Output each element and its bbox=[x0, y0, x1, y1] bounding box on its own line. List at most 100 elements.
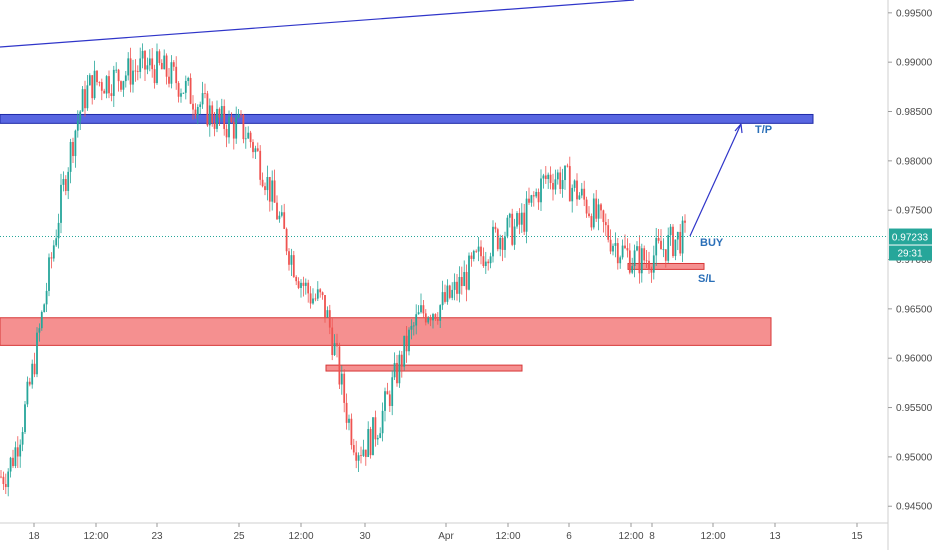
candle-body bbox=[415, 314, 418, 326]
candle-body bbox=[441, 292, 444, 306]
candle-body bbox=[556, 172, 559, 180]
candle-body bbox=[237, 114, 240, 118]
candle-body bbox=[76, 120, 79, 131]
candle-body bbox=[564, 165, 566, 181]
candle-body bbox=[64, 178, 67, 191]
candle-body bbox=[369, 429, 372, 456]
candle-body bbox=[314, 298, 317, 300]
candle-body bbox=[357, 455, 360, 461]
candle-body bbox=[468, 255, 470, 290]
candle-body bbox=[525, 198, 528, 232]
candle-body bbox=[576, 180, 578, 200]
sl-label: S/L bbox=[698, 273, 715, 285]
candle-body bbox=[158, 51, 161, 63]
candle-body bbox=[360, 455, 362, 457]
candle-body bbox=[585, 199, 588, 214]
time-axis[interactable]: 18 12:00 23 25 12:00 30 Apr 12:00 6 12:00 8 12:00 13… bbox=[0, 522, 888, 542]
candle-body bbox=[456, 281, 458, 294]
candle-body bbox=[331, 327, 334, 356]
candle-body bbox=[206, 93, 209, 126]
candle-body bbox=[249, 132, 252, 143]
candle-body bbox=[271, 180, 274, 202]
candle-body bbox=[225, 128, 228, 138]
candle-body bbox=[136, 71, 139, 72]
candle-body bbox=[316, 289, 319, 299]
candle-body bbox=[484, 261, 487, 267]
tp-label: T/P bbox=[755, 124, 772, 136]
candle-body bbox=[384, 391, 386, 411]
candle-body bbox=[604, 222, 607, 226]
candle-body bbox=[302, 282, 305, 286]
candle-body bbox=[48, 257, 50, 291]
candle-body bbox=[568, 166, 571, 202]
candle-body bbox=[482, 256, 485, 267]
candle-body bbox=[208, 105, 211, 126]
candle-body bbox=[448, 285, 451, 298]
candle-body bbox=[148, 58, 151, 66]
y-tick-label: 0.97500 bbox=[896, 206, 932, 217]
low-zone bbox=[325, 364, 523, 372]
candle-body bbox=[127, 58, 130, 76]
drawings bbox=[0, 0, 888, 238]
candle-body bbox=[626, 248, 629, 251]
candle-body bbox=[537, 191, 540, 203]
candle-body bbox=[362, 449, 365, 456]
candle-body bbox=[72, 141, 74, 157]
candle-body bbox=[588, 213, 590, 217]
candle-body bbox=[559, 172, 562, 190]
candle-body bbox=[616, 243, 619, 264]
candle-body bbox=[508, 213, 511, 218]
candle-body bbox=[290, 255, 293, 265]
projection-arrow bbox=[689, 123, 742, 237]
candle-body bbox=[554, 179, 557, 190]
candle-body bbox=[96, 70, 98, 83]
candle-body bbox=[523, 212, 526, 232]
annotations: T/P BUY S/L bbox=[698, 124, 772, 285]
y-tick-label: 0.98000 bbox=[896, 156, 932, 167]
candle-body bbox=[321, 292, 324, 296]
y-tick-label: 0.96000 bbox=[896, 354, 932, 365]
candle-body bbox=[578, 195, 581, 200]
candle-body bbox=[638, 246, 641, 274]
candle-body bbox=[93, 70, 96, 99]
candle-body bbox=[16, 447, 19, 457]
candle-body bbox=[422, 305, 425, 314]
candle-body bbox=[268, 176, 271, 202]
candle-body bbox=[156, 51, 158, 84]
candle-body bbox=[376, 437, 379, 440]
candle-body bbox=[43, 304, 46, 313]
candle-body bbox=[420, 305, 422, 313]
candle-body bbox=[412, 325, 415, 327]
candle-body bbox=[204, 93, 206, 94]
candle-body bbox=[544, 175, 547, 179]
candle-body bbox=[679, 231, 682, 254]
price-axis[interactable]: 0.995000.990000.985000.980000.975000.970… bbox=[887, 0, 932, 550]
x-tick-label: 12:00 bbox=[700, 531, 725, 542]
candle-body bbox=[460, 277, 463, 287]
candle-body bbox=[475, 250, 478, 252]
candle-body bbox=[211, 105, 214, 123]
y-tick-label: 0.94500 bbox=[896, 502, 932, 513]
candle-body bbox=[343, 373, 346, 403]
candle-body bbox=[108, 76, 110, 94]
candle-body bbox=[50, 257, 53, 259]
candle-body bbox=[501, 237, 504, 250]
candle-body bbox=[223, 106, 226, 129]
candle-body bbox=[674, 239, 677, 257]
candle-body bbox=[597, 204, 600, 219]
candle-body bbox=[566, 165, 569, 167]
candle-body bbox=[520, 212, 523, 225]
candle-body bbox=[196, 106, 199, 116]
candle-body bbox=[607, 225, 610, 240]
candle-body bbox=[0, 476, 2, 478]
candle-body bbox=[432, 314, 434, 321]
candle-body bbox=[561, 180, 564, 190]
candle-body bbox=[216, 108, 218, 129]
candle-body bbox=[129, 58, 132, 85]
candle-body bbox=[4, 484, 7, 488]
candle-body bbox=[636, 246, 638, 251]
candle-body bbox=[333, 343, 336, 356]
candle-body bbox=[88, 75, 91, 86]
